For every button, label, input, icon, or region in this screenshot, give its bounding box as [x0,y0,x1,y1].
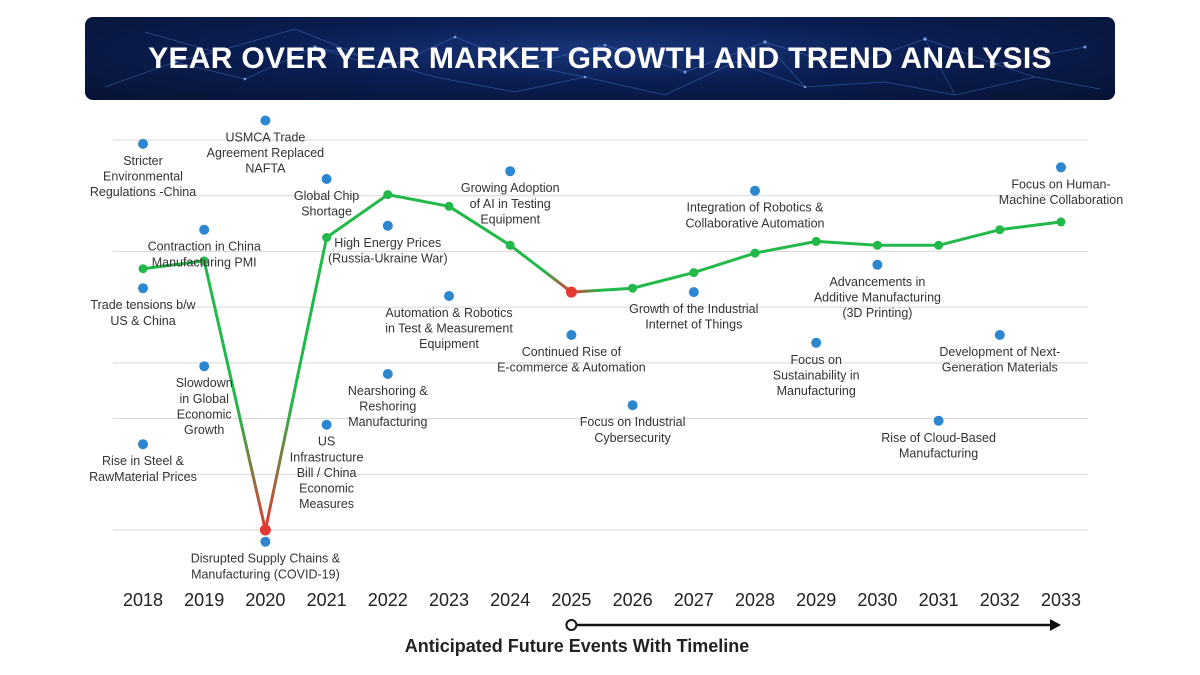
line-segment [263,236,329,532]
event-dot [199,361,210,372]
event-label: Continued Rise of E-commerce & Automation [497,345,646,375]
event-dot [382,369,393,379]
event-dot [260,115,271,126]
title-banner: YEAR OVER YEAR MARKET GROWTH AND TREND A… [85,17,1115,100]
x-tick-label-2026: 2026 [613,590,653,610]
timeline-arrow-head [1050,619,1061,631]
event-label: Focus on Human-Machine Collaboration [999,177,1123,207]
event-label: US Infrastructure Bill / China Economic Meas… [290,435,364,511]
line-segment [202,259,267,532]
event-dot [933,415,944,426]
line-segment [998,220,1063,232]
event-label: Disrupted Supply Chains & Manufacturing (… [191,552,341,582]
event-label: Global Chip Shortage [294,189,359,219]
event-label: Advancements in Additive Manufacturing (3D… [814,275,941,320]
event-dot [321,419,332,430]
data-point-2026 [628,283,638,293]
data-point-2023 [444,201,454,211]
event-dot [1056,162,1066,173]
event-dot [994,330,1005,340]
x-tick-label-2028: 2028 [735,590,775,610]
event-dot [260,536,271,547]
chart-title: YEAR OVER YEAR MARKET GROWTH AND TREND A… [148,41,1052,75]
data-point-2030 [872,240,882,250]
event-dot [872,259,883,270]
line-segment [692,251,757,275]
data-point-2025 [565,286,577,298]
x-tick-label-2019: 2019 [184,590,224,610]
x-tick-label-2029: 2029 [796,590,836,610]
line-segment [631,271,696,290]
data-point-2027 [689,268,699,278]
event-dot [566,330,577,340]
data-point-2032 [995,225,1005,235]
data-point-2022 [383,190,393,200]
x-tick-label-2024: 2024 [490,590,530,610]
x-tick-label-2025: 2025 [551,590,591,610]
event-label: Focus on Sustainability in Manufacturing [773,353,860,398]
event-label: Trade tensions b/w US & China [90,298,196,328]
event-dot [138,439,148,450]
event-dot [688,287,699,298]
line-segment [814,239,879,247]
event-dot [627,400,638,411]
data-point-2020 [259,524,271,536]
event-dot [750,185,760,196]
data-point-2033 [1056,217,1066,227]
line-segment [937,228,1002,247]
line-segment [508,243,573,294]
x-tick-label-2031: 2031 [919,590,959,610]
event-dot [138,138,148,149]
x-tick-label-2020: 2020 [245,590,285,610]
event-dot [138,283,148,294]
data-point-2019 [199,256,209,266]
event-label: Slowdown in Global Economic Growth [176,376,233,437]
data-point-2028 [750,248,760,258]
event-label: Growth of the Industrial Internet of Thin… [629,302,758,332]
line-segment [447,204,512,247]
event-label: Development of Next-Generation Materials [939,345,1060,375]
line-segment [569,286,635,294]
event-label: Contraction in China Manufacturing PMI [148,240,261,270]
data-point-2018 [138,264,148,274]
event-label: Integration of Robotics & Collaborative A… [686,201,825,231]
event-dot [505,166,516,177]
event-dot [199,224,210,235]
x-tick-label-2030: 2030 [857,590,897,610]
event-dot [382,220,393,231]
event-dot [444,291,454,301]
timeline-caption: Anticipated Future Events With Timeline [404,636,750,656]
data-point-2031 [934,240,944,250]
line-segment [386,193,451,208]
x-tick-label-2033: 2033 [1041,590,1081,610]
x-tick-label-2027: 2027 [674,590,714,610]
event-dot [811,337,822,348]
event-label: Automation & Robotics in Test & Measureme… [385,306,513,351]
data-point-2024 [505,240,515,250]
line-segment [141,259,206,271]
data-point-2021 [322,233,332,242]
x-tick-label-2022: 2022 [368,590,408,610]
event-label: Rise in Steel & RawMaterial Prices [89,454,197,484]
event-label: Stricter Environmental Regulations -China [90,154,196,199]
line-segment [753,239,818,255]
timeline-arrow-start [565,619,578,631]
x-tick-label-2023: 2023 [429,590,469,610]
x-tick-label-2032: 2032 [980,590,1020,610]
event-label: High Energy Prices (Russia-Ukraine War) [328,236,448,266]
x-tick-label-2021: 2021 [307,590,347,610]
event-label: Rise of Cloud-Based Manufacturing [881,431,996,461]
event-label: Nearshoring & Reshoring Manufacturing [348,384,429,429]
x-tick-label-2018: 2018 [123,590,163,610]
event-dot [321,174,332,184]
event-label: Growing Adoption of AI in Testing Equipmen… [461,181,560,226]
event-label: Focus on Industrial Cybersecurity [580,415,686,445]
event-label: USMCA Trade Agreement Replaced NAFTA [207,131,324,176]
data-point-2029 [811,236,821,246]
line-segment [325,193,390,239]
network-background-graphic [104,28,1101,96]
